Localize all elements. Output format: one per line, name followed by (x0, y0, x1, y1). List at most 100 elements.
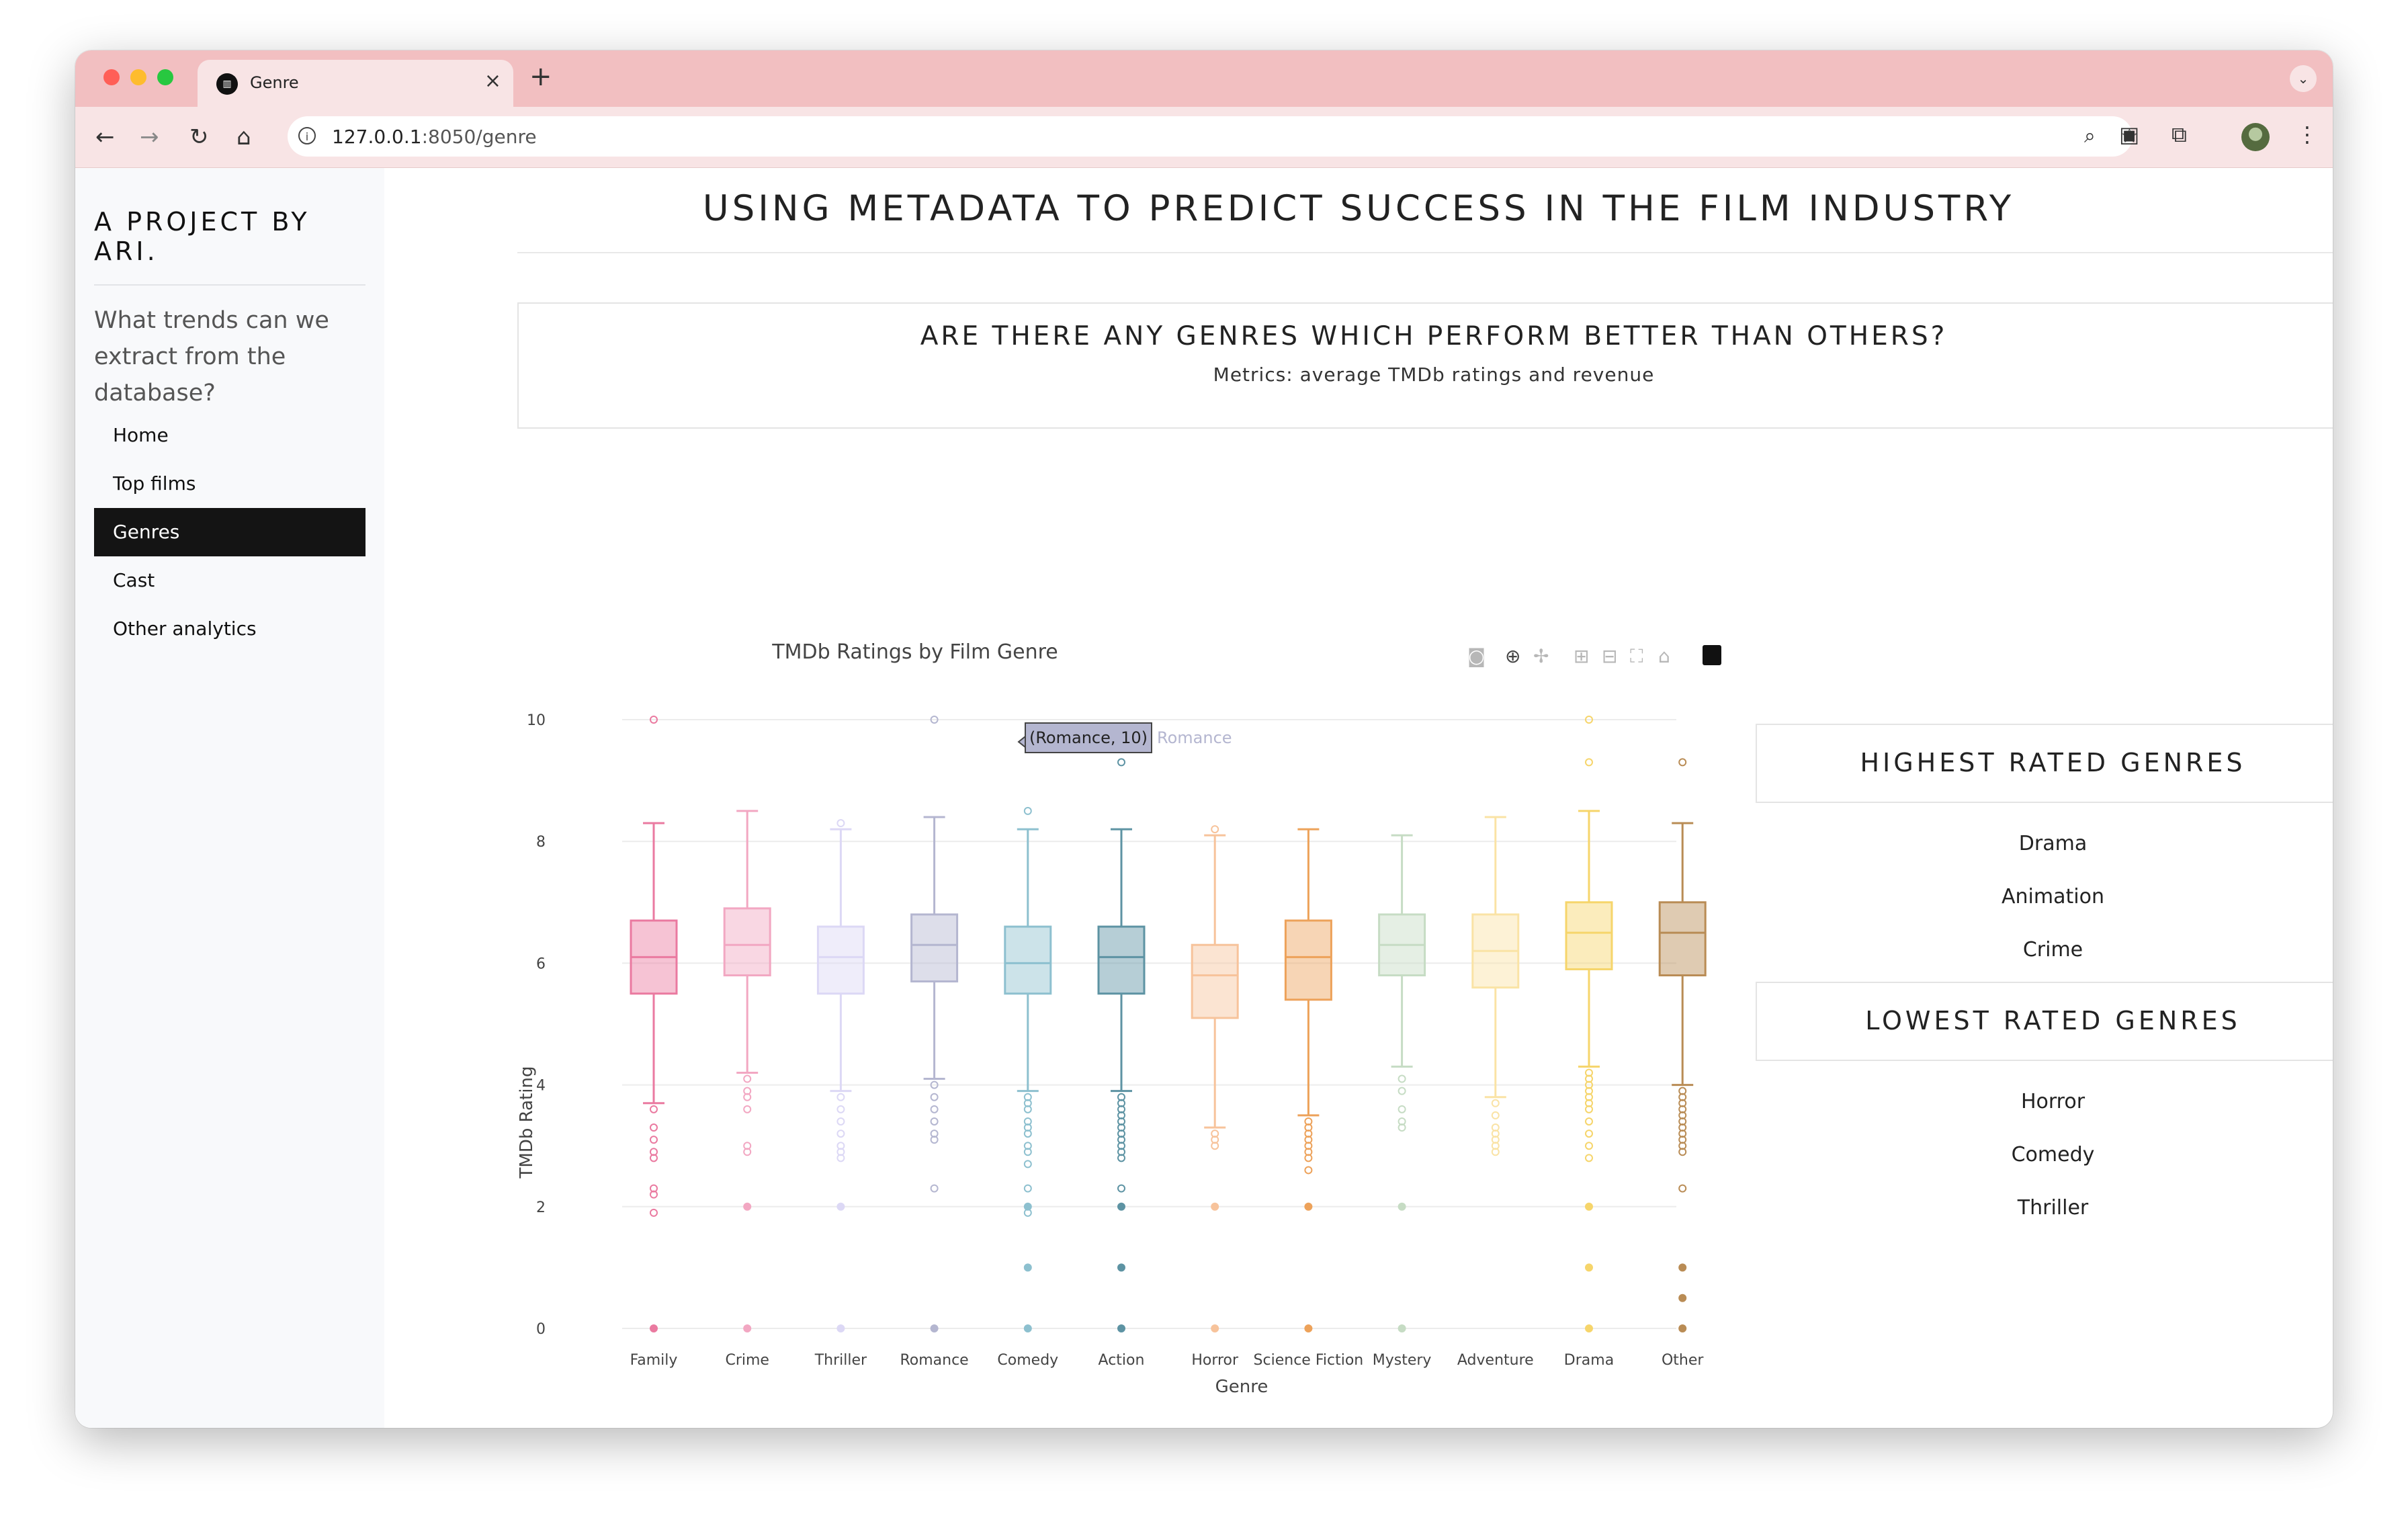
question-card: ARE THERE ANY GENRES WHICH PERFORM BETTE… (517, 302, 2333, 429)
sidebar-divider (94, 284, 366, 286)
plotly-logo-icon[interactable] (1703, 645, 1721, 665)
outlier-point (1678, 1293, 1687, 1302)
sidebar-item-home[interactable]: Home (113, 424, 169, 446)
outlier-point (743, 1324, 752, 1332)
chart-title: TMDb Ratings by Film Genre (771, 640, 1058, 664)
tooltip-series: Romance (1157, 728, 1232, 747)
outlier-point (1398, 1123, 1406, 1132)
outlier-point (836, 1202, 845, 1211)
pan-icon[interactable]: ✢ (1533, 645, 1549, 667)
outlier-point (1023, 1208, 1032, 1217)
list-item: Thriller (2017, 1196, 2089, 1220)
sidebar-lead: What trends can we extract from the data… (94, 307, 329, 407)
outlier-point (1585, 1130, 1593, 1138)
x-tick-label: Family (630, 1352, 678, 1369)
box-comedy (1004, 806, 1052, 1332)
box-iqr (723, 907, 771, 977)
outlier-point (1023, 1105, 1032, 1113)
camera-icon[interactable]: ◙ (1467, 645, 1486, 667)
outlier-point (743, 1202, 752, 1211)
outlier-point (650, 1154, 658, 1162)
close-window-button[interactable] (103, 69, 120, 85)
outlier-point (930, 1093, 939, 1101)
bookmark-star-icon[interactable]: ☆ (2120, 124, 2139, 148)
sidebar-item-top-films[interactable]: Top films (113, 472, 196, 495)
extensions-icon[interactable]: ⧉ (2172, 122, 2187, 147)
sidebar-item-cast[interactable]: Cast (113, 569, 155, 591)
zoom-icon[interactable]: ⊕ (1505, 645, 1520, 667)
x-tick-label: Mystery (1373, 1352, 1432, 1369)
brand-title: A PROJECT BY ARI. (94, 207, 310, 266)
tab-title: Genre (250, 73, 299, 92)
chart-axes: 0 2 4 6 8 10 Family Crime Thriller Romance Comedy A… (527, 712, 1704, 1369)
box-thriller (816, 819, 865, 1332)
reset-axes-icon[interactable]: ⌂ (1658, 645, 1670, 667)
outlier-point (930, 1184, 939, 1193)
lowest-rated-list: Horror Comedy Thriller (1756, 1075, 2333, 1234)
lowest-rated-heading-box: LOWEST RATED GENRES (1756, 982, 2333, 1061)
zoom-icon[interactable]: ⌕ (2084, 124, 2096, 148)
sidebar-item-other-analytics[interactable]: Other analytics (113, 618, 257, 640)
outlier-point (836, 1117, 845, 1126)
outlier-point (836, 1093, 845, 1101)
x-tick-label: Romance (900, 1352, 968, 1369)
x-tick-label: Adventure (1457, 1352, 1534, 1369)
box-iqr (910, 913, 959, 983)
zoom-out-icon[interactable]: ⊟ (1602, 645, 1617, 667)
site-info-icon[interactable]: i (298, 127, 316, 144)
outlier-point (650, 1123, 658, 1132)
y-tick-label: 4 (536, 1078, 546, 1095)
outlier-point (1117, 1263, 1125, 1272)
tab-bar: ▥ Genre × + ⌄ (75, 50, 2333, 107)
zoom-in-icon[interactable]: ⊞ (1574, 645, 1589, 667)
box-iqr (1097, 925, 1146, 995)
question-heading: ARE THERE ANY GENRES WHICH PERFORM BETTE… (920, 321, 1948, 351)
list-item: Crime (2022, 938, 2083, 962)
new-tab-icon[interactable]: + (529, 61, 552, 92)
reload-icon[interactable]: ↻ (189, 124, 209, 151)
forward-arrow-icon[interactable]: → (140, 124, 159, 151)
home-icon[interactable]: ⌂ (236, 124, 251, 151)
outlier-point (1023, 1184, 1032, 1193)
ratings-box-chart[interactable]: 0 2 4 6 8 10 Family Crime Thriller Romance Comedy A… (485, 450, 1762, 1428)
outlier-point (836, 1324, 845, 1332)
x-tick-label: Horror (1191, 1352, 1239, 1369)
browser-tab[interactable]: ▥ Genre × (198, 60, 513, 107)
outlier-point (930, 1080, 939, 1089)
x-tick-label: Comedy (997, 1352, 1058, 1369)
outlier-point (1585, 1105, 1593, 1113)
outlier-point (1585, 1142, 1593, 1150)
cast-icon[interactable]: ▣ (2119, 122, 2140, 147)
page-content: A PROJECT BY ARI. What trends can we ext… (75, 168, 2333, 1428)
browser-window: ▥ Genre × + ⌄ ← → ↻ ⌂ i 127.0.0.1:8050/g… (75, 50, 2333, 1428)
outlier-point (1585, 1263, 1593, 1272)
list-item: Animation (2002, 885, 2104, 908)
x-axis-label: Genre (1215, 1377, 1268, 1397)
menu-kebab-icon[interactable]: ⋮ (2296, 122, 2318, 147)
box-mystery (1378, 834, 1426, 1332)
outlier-point (650, 1136, 658, 1144)
browser-toolbar: ← → ↻ ⌂ i 127.0.0.1:8050/genre ⌕ ☆ ▣ ⧉ ⋮ (75, 107, 2333, 168)
x-tick-label: Action (1099, 1352, 1145, 1369)
outlier-point (1585, 1202, 1593, 1211)
minimize-window-button[interactable] (130, 69, 146, 85)
outlier-point (1117, 758, 1125, 767)
outlier-point (1023, 1324, 1032, 1332)
box-iqr (816, 925, 865, 995)
outlier-point (1398, 1074, 1406, 1083)
outlier-point (1117, 1154, 1125, 1162)
outlier-point (930, 1117, 939, 1126)
back-arrow-icon[interactable]: ← (95, 124, 115, 151)
metrics-text: Metrics: average TMDb ratings and revenu… (1213, 364, 1655, 386)
profile-avatar[interactable] (2241, 123, 2270, 151)
outlier-point (1023, 806, 1032, 815)
address-bar[interactable]: i 127.0.0.1:8050/genre ⌕ ☆ (288, 116, 2139, 157)
maximize-window-button[interactable] (157, 69, 173, 85)
tab-close-icon[interactable]: × (484, 69, 501, 93)
tab-search-chevron-icon[interactable]: ⌄ (2290, 65, 2317, 92)
sidebar-item-genres[interactable]: Genres (94, 508, 366, 556)
outlier-point (650, 716, 658, 724)
autoscale-icon[interactable]: ⛶ (1630, 645, 1643, 667)
box-romance (910, 716, 959, 1332)
outlier-point (836, 1130, 845, 1138)
